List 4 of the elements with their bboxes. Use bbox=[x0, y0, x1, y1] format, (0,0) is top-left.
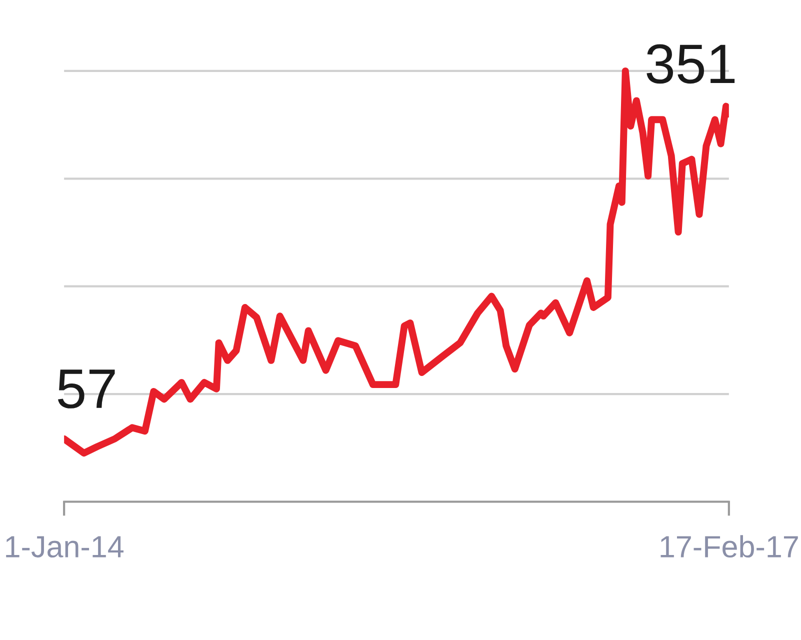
annotation: 57 bbox=[58, 370, 115, 408]
annotation: 351 bbox=[646, 44, 735, 84]
x-tick-label: 17-Feb-17 bbox=[660, 535, 798, 558]
x-tick-label: 1-Jan-14 bbox=[6, 536, 124, 558]
